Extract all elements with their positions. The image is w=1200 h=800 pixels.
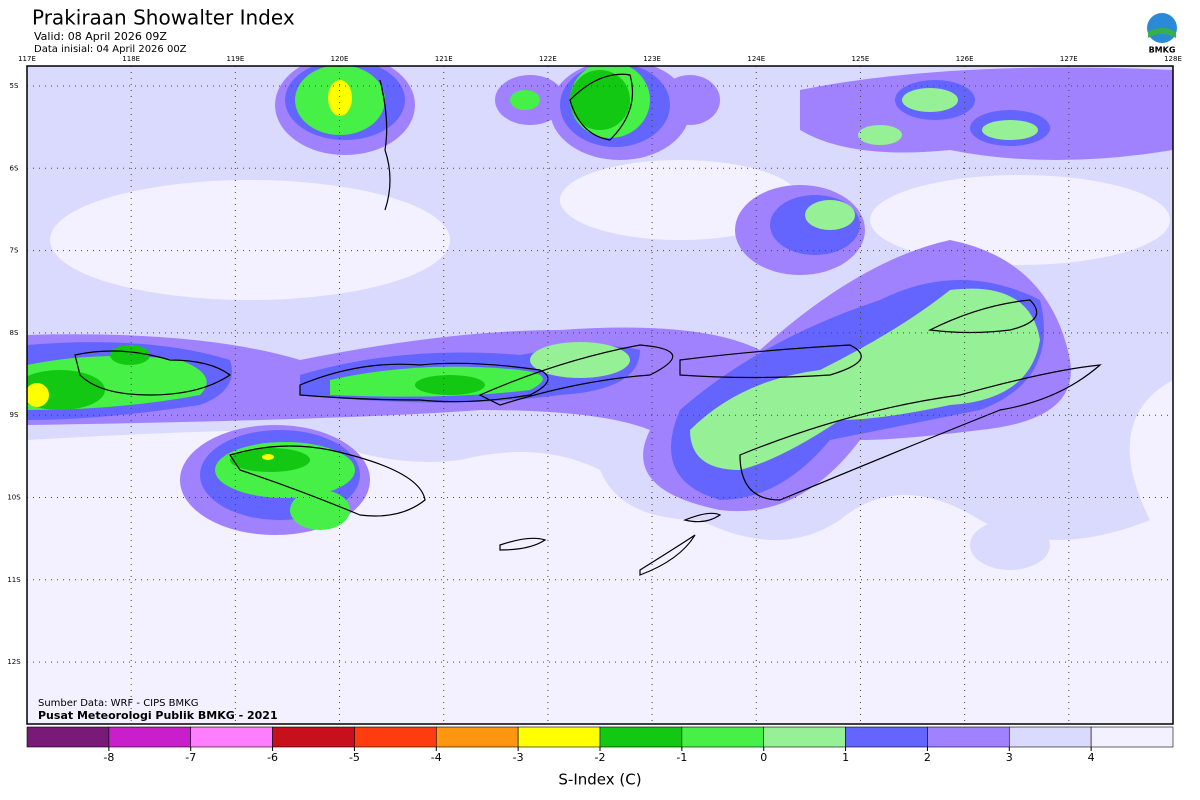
grid <box>27 66 1173 724</box>
colorbar-tick-label: -4 <box>431 751 442 764</box>
map-field <box>27 66 1173 724</box>
lat-label: 8S <box>10 329 19 337</box>
lon-label: 122E <box>539 55 557 63</box>
lon-label: 125E <box>852 55 870 63</box>
lon-label: 127E <box>1060 55 1078 63</box>
colorbar-swatch <box>1090 726 1174 748</box>
colorbar-swatch <box>763 726 846 748</box>
colorbar-tick-label: 0 <box>760 751 767 764</box>
coastlines <box>74 73 1102 576</box>
initial-time: Data inisial: 04 April 2026 00Z <box>34 44 187 55</box>
logo-leaf <box>1148 28 1176 38</box>
colorbar-swatch <box>517 726 601 748</box>
colorbar-swatch <box>435 726 519 748</box>
lon-label: 123E <box>643 55 661 63</box>
lat-label: 7S <box>10 247 19 255</box>
lat-label: 9S <box>10 411 19 419</box>
colorbar: -8 -7 -6 -5 -4 -3 -2 -1 0 1 2 3 4 <box>26 726 1174 764</box>
axis-labels: 117E 118E 119E 120E 121E 122E 123E 124E 125E 126E… <box>7 55 1182 666</box>
colorbar-tick-label: -3 <box>513 751 524 764</box>
valid-time: Valid: 08 April 2026 09Z <box>34 30 167 43</box>
colorbar-tick-label: 1 <box>842 751 849 764</box>
lon-label: 128E <box>1164 55 1182 63</box>
colorbar-swatch <box>190 726 273 748</box>
lat-label: 10S <box>7 494 21 502</box>
colorbar-tick-label: -1 <box>676 751 687 764</box>
lon-label: 124E <box>747 55 765 63</box>
logo: BMKG <box>1147 13 1177 55</box>
colorbar-tick-label: -8 <box>103 751 114 764</box>
colorbar-swatch <box>927 726 1010 748</box>
colorbar-tick-label: -5 <box>349 751 360 764</box>
lat-label: 12S <box>7 658 21 666</box>
colorbar-swatch <box>1008 726 1092 748</box>
colorbar-tick-label: -6 <box>267 751 278 764</box>
colorbar-swatch <box>845 726 928 748</box>
source-credit: Sumber Data: WRF - CIPS BMKG <box>38 698 198 709</box>
colorbar-swatch <box>272 726 355 748</box>
colorbar-swatch <box>681 726 765 748</box>
lon-label: 121E <box>435 55 453 63</box>
colorbar-tick-label: -7 <box>185 751 196 764</box>
colorbar-swatch <box>26 726 110 748</box>
lat-label: 5S <box>10 82 19 90</box>
field-0-1 <box>530 88 1040 470</box>
lon-label: 117E <box>18 55 36 63</box>
field-neg3-neg2 <box>27 80 352 460</box>
colorbar-tick-label: 3 <box>1006 751 1013 764</box>
colorbar-swatch <box>108 726 192 748</box>
map-frame <box>26 65 1174 725</box>
colorbar-title: S-Index (C) <box>558 771 641 789</box>
colorbar-swatch <box>599 726 683 748</box>
lon-label: 119E <box>226 55 244 63</box>
logo-label: BMKG <box>1149 46 1176 55</box>
lon-label: 118E <box>122 55 140 63</box>
colorbar-tick-label: 4 <box>1088 751 1095 764</box>
colorbar-swatch <box>354 726 437 748</box>
publisher-credit: Pusat Meteorologi Publik BMKG - 2021 <box>38 709 278 722</box>
lat-label: 6S <box>10 164 19 172</box>
colorbar-tick-label: 2 <box>924 751 931 764</box>
title: Prakiraan Showalter Index <box>32 6 295 30</box>
lon-label: 126E <box>956 55 974 63</box>
lat-label: 11S <box>7 576 21 584</box>
lon-label: 120E <box>331 55 349 63</box>
colorbar-tick-label: -2 <box>595 751 606 764</box>
